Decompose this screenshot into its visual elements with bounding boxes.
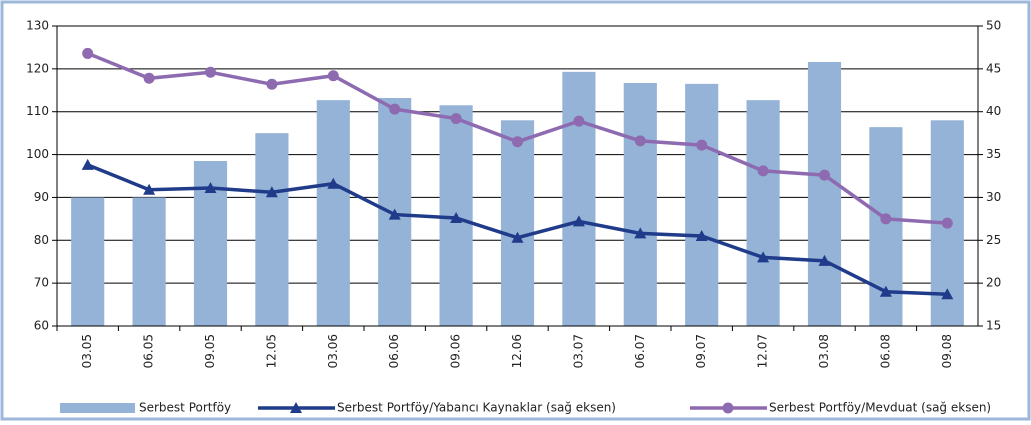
line-marker [573, 115, 585, 127]
line-marker [327, 70, 339, 82]
legend-item: Serbest Portföy/Yabancı Kaynaklar (sağ e… [258, 401, 616, 415]
legend-label: Serbest Portföy [139, 401, 231, 415]
line-marker [512, 136, 523, 148]
line-marker [634, 227, 647, 239]
line-marker [695, 230, 708, 241]
bar [685, 83, 719, 326]
x-tick-label: 03.06 [326, 334, 340, 368]
line-marker [696, 139, 708, 151]
line-marker [82, 47, 94, 59]
x-tick-label: 09.05 [203, 334, 217, 368]
x-tick-label: 06.06 [387, 334, 401, 368]
line-marker [941, 288, 954, 300]
y-tick-label: 90 [34, 190, 49, 204]
line-marker [290, 402, 302, 413]
line-marker [880, 213, 892, 225]
line-marker [389, 103, 401, 115]
x-tick-label: 09.08 [940, 334, 954, 368]
line-marker [941, 217, 953, 229]
y-tick-label: 100 [26, 147, 49, 161]
legend-item: Serbest Portföy/Mevduat (sağ eksen) [690, 401, 991, 415]
y2-tick-label: 25 [986, 233, 1001, 247]
line-marker [757, 165, 769, 177]
line-marker [722, 402, 734, 414]
y-tick-label: 70 [34, 276, 49, 290]
x-tick-label: 09.06 [449, 334, 463, 368]
bar [623, 83, 657, 326]
x-tick-label: 12.06 [510, 334, 524, 368]
line-marker [879, 285, 892, 297]
line-marker [143, 72, 155, 84]
line-marker [757, 251, 770, 263]
y2-tick-label: 35 [986, 147, 1001, 161]
y2-tick-label: 30 [986, 190, 1001, 204]
bar [500, 120, 535, 327]
legend-item: Serbest Portföy [60, 401, 231, 415]
line-marker [143, 183, 156, 195]
y2-tick-label: 50 [986, 19, 1001, 33]
line-marker [450, 212, 463, 223]
y-tick-label: 110 [26, 104, 49, 118]
legend-swatch [60, 403, 135, 413]
line-marker [511, 231, 524, 243]
line-marker [819, 169, 830, 181]
line-marker [327, 177, 340, 189]
bar [71, 197, 105, 326]
line-marker [81, 158, 94, 170]
bar [746, 100, 780, 327]
bar [316, 100, 350, 327]
y-tick-label: 60 [34, 319, 49, 333]
x-tick-label: 12.05 [264, 334, 278, 368]
x-tick-label: 09.07 [694, 334, 708, 368]
y-tick-label: 80 [34, 233, 49, 247]
y-tick-label: 130 [26, 19, 49, 33]
bar [807, 62, 842, 326]
legend-label: Serbest Portföy/Yabancı Kaynaklar (sağ e… [337, 401, 616, 415]
bar [255, 133, 289, 326]
x-tick-label: 06.07 [633, 334, 647, 368]
y2-tick-label: 45 [986, 61, 1001, 75]
x-tick-label: 03.08 [817, 334, 831, 368]
bar [562, 71, 596, 326]
x-tick-label: 06.05 [142, 334, 156, 368]
line-marker [266, 78, 278, 90]
line-marker [634, 135, 646, 147]
line-marker [388, 208, 401, 220]
line-marker [205, 66, 216, 78]
x-tick-label: 06.08 [878, 334, 892, 368]
line-marker [818, 254, 831, 266]
x-tick-label: 03.07 [571, 334, 585, 368]
line-marker [265, 186, 278, 198]
bar [132, 197, 166, 326]
x-tick-label: 03.05 [80, 334, 94, 368]
legend-label: Serbest Portföy/Mevduat (sağ eksen) [769, 401, 991, 415]
y2-tick-label: 40 [986, 104, 1001, 118]
line-marker [450, 113, 462, 125]
x-tick-label: 12.07 [756, 334, 770, 368]
line-marker [572, 215, 585, 227]
y2-tick-label: 15 [986, 319, 1001, 333]
y2-tick-label: 20 [986, 276, 1001, 290]
y-tick-label: 120 [26, 61, 49, 75]
line-marker [204, 182, 217, 193]
